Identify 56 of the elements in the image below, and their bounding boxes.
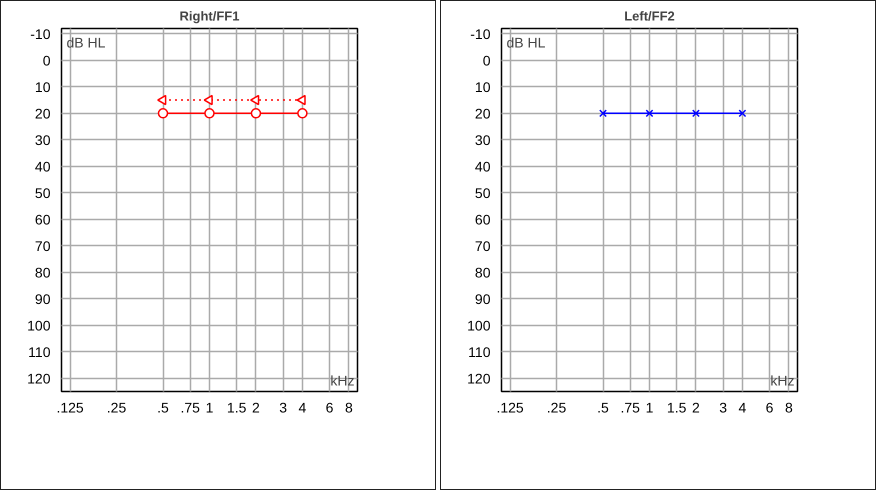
y-tick-label: 70 xyxy=(474,238,491,254)
x-tick-label: .25 xyxy=(106,400,126,416)
y-tick-label: 80 xyxy=(474,264,491,280)
x-tick-label: .5 xyxy=(157,400,170,416)
y-tick-label: 50 xyxy=(34,184,51,201)
chart-title: Right/FF1 xyxy=(180,8,240,24)
chart-title: Left/FF2 xyxy=(624,8,675,24)
x-tick-label: .5 xyxy=(597,400,610,416)
y-tick-label: 0 xyxy=(42,52,51,68)
y-tick-label: 120 xyxy=(467,370,491,386)
x-axis-title: kHz xyxy=(330,372,355,388)
x-tick-label: 1.5 xyxy=(666,400,687,416)
y-tick-label: 90 xyxy=(34,290,51,307)
x-axis-title: kHz xyxy=(770,372,795,388)
y-tick-label: 30 xyxy=(474,132,491,148)
x-tick-label: 3 xyxy=(279,400,288,416)
y-tick-label: 110 xyxy=(28,344,51,360)
x-tick-label: 3 xyxy=(719,400,728,416)
x-tick-label: 2 xyxy=(252,400,260,416)
y-tick-label: 60 xyxy=(34,211,51,228)
y-tick-label: 100 xyxy=(467,317,491,334)
x-tick-label: 4 xyxy=(738,400,747,416)
y-tick-label: 20 xyxy=(34,105,51,122)
x-tick-label: .125 xyxy=(56,400,84,416)
y-tick-label: 0 xyxy=(482,52,491,68)
x-tick-label: 6 xyxy=(766,400,774,416)
x-tick-label: 8 xyxy=(784,400,793,416)
y-tick-label: -10 xyxy=(30,26,51,42)
y-axis-title: dB HL xyxy=(66,34,106,50)
y-tick-label: -10 xyxy=(470,26,491,42)
x-tick-label: 1 xyxy=(646,400,654,416)
x-tick-label: .75 xyxy=(180,400,200,416)
y-tick-label: 110 xyxy=(468,344,491,360)
y-tick-label: 40 xyxy=(34,158,51,174)
y-tick-label: 80 xyxy=(34,264,51,280)
y-tick-label: 10 xyxy=(474,78,491,95)
y-tick-label: 120 xyxy=(27,370,51,386)
y-tick-label: 70 xyxy=(34,238,51,254)
y-tick-label: 20 xyxy=(474,105,491,122)
y-tick-label: 30 xyxy=(34,132,51,148)
y-axis-title: dB HL xyxy=(506,34,546,50)
y-tick-label: 90 xyxy=(474,290,491,307)
x-tick-label: .25 xyxy=(546,400,566,416)
x-tick-label: 4 xyxy=(298,400,307,416)
x-tick-label: 1 xyxy=(206,400,214,416)
x-tick-label: 1.5 xyxy=(226,400,247,416)
y-tick-label: 60 xyxy=(474,211,491,228)
x-tick-label: .75 xyxy=(620,400,640,416)
y-tick-label: 50 xyxy=(474,184,491,201)
x-tick-label: 6 xyxy=(326,400,334,416)
x-tick-label: 8 xyxy=(344,400,353,416)
y-tick-label: 100 xyxy=(27,317,51,334)
y-tick-label: 10 xyxy=(34,78,51,95)
x-tick-label: 2 xyxy=(692,400,700,416)
y-tick-label: 40 xyxy=(474,158,491,174)
x-tick-label: .125 xyxy=(496,400,524,416)
